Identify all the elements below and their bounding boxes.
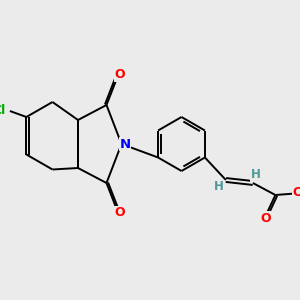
Text: H: H bbox=[251, 168, 261, 181]
Text: H: H bbox=[214, 180, 224, 193]
Text: O: O bbox=[115, 68, 125, 82]
Text: O: O bbox=[260, 212, 271, 225]
Text: Cl: Cl bbox=[0, 104, 6, 118]
Text: O: O bbox=[115, 206, 125, 220]
Text: N: N bbox=[119, 137, 131, 151]
Text: O: O bbox=[292, 186, 300, 200]
